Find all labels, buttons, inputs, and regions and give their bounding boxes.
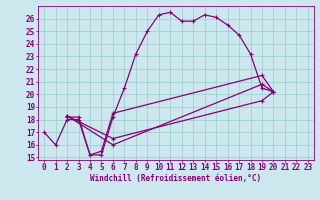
X-axis label: Windchill (Refroidissement éolien,°C): Windchill (Refroidissement éolien,°C) [91, 174, 261, 183]
